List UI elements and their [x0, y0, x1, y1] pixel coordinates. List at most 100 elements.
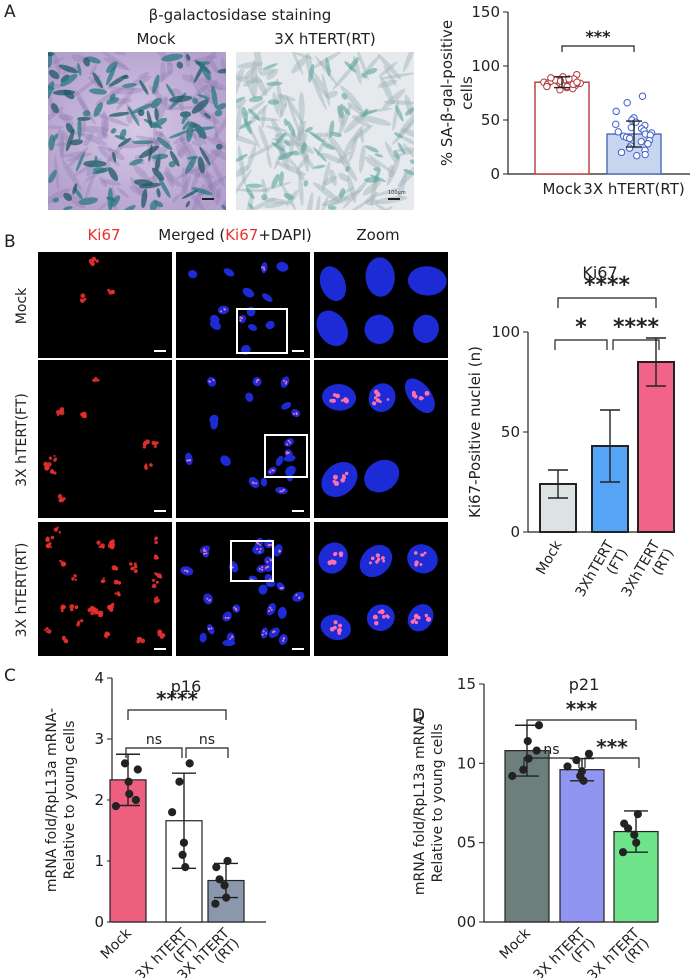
ki67-spot [282, 488, 285, 491]
ki67-spot [144, 466, 148, 470]
x-tick-label: 3X hTERT(RT) [583, 180, 684, 198]
data-point [181, 863, 190, 872]
nucleus [265, 320, 275, 330]
ki67-spot [95, 259, 99, 263]
ki67-spot [259, 547, 262, 550]
ki67-spot [43, 461, 49, 467]
ki67-spot [240, 317, 243, 320]
y-axis-label: Relative to young cells [430, 724, 446, 883]
ki67-spot [151, 583, 157, 589]
ki67-spot [154, 540, 158, 545]
ki67-spot [117, 592, 121, 597]
row-label-mock-wrap: Mock [8, 256, 36, 356]
ki67-spot [149, 463, 153, 467]
ki67-spot [382, 614, 386, 619]
y-tick-label: 1 [94, 852, 104, 870]
data-point [168, 808, 177, 817]
ki67-spot [414, 562, 418, 567]
data-point [612, 107, 620, 116]
ki67-spot [424, 390, 430, 396]
nucleus [260, 477, 268, 487]
nucleus [407, 544, 438, 574]
ki67-spot [136, 639, 141, 644]
ki67-spot [80, 298, 85, 303]
significance-label: **** [584, 273, 631, 298]
ki67-spot [69, 604, 75, 610]
micrograph-zoom-rt [314, 522, 448, 656]
nucleus [292, 591, 305, 602]
nucleus [276, 261, 289, 272]
nucleus [366, 604, 395, 632]
col-header-ki67: Ki67 [87, 226, 121, 244]
data-point [519, 765, 528, 774]
ki67-spot [153, 554, 157, 557]
bar [637, 361, 675, 533]
chart-title: p21 [569, 675, 600, 694]
data-point [185, 759, 194, 768]
ki67-spot [284, 382, 287, 385]
bar [534, 81, 590, 175]
ki67-spot [372, 401, 377, 406]
nucleus [245, 392, 254, 402]
data-point [630, 830, 639, 839]
ki67-spot [287, 451, 290, 454]
ki67-spot [53, 454, 56, 458]
nucleus [368, 383, 396, 412]
y-tick-label: 10 [457, 754, 476, 772]
ki67-spot [333, 551, 338, 556]
y-axis-label: mRNA fold/RpL13a mRNA- [44, 708, 60, 892]
data-point [523, 737, 532, 746]
ki67-spot [204, 549, 207, 552]
significance-label: *** [585, 27, 611, 46]
nucleus [199, 632, 207, 643]
row-label-rt-wrap: 3X hTERT(RT) [8, 520, 36, 660]
data-point [133, 765, 142, 774]
data-point [563, 82, 571, 91]
ki67-spot [271, 469, 274, 472]
ki67-spot [268, 543, 271, 546]
nucleus [210, 314, 220, 324]
data-point [617, 148, 626, 157]
ki67-spot [45, 630, 48, 633]
ki67-spot [283, 379, 286, 382]
ki67-spot [420, 553, 424, 557]
staining-title: β-galactosidase staining [148, 6, 332, 24]
ki67-spot [48, 456, 53, 460]
scale-label: 100μm [388, 190, 406, 196]
data-point [637, 137, 645, 146]
micrograph-merged-mock [176, 252, 310, 358]
data-point [556, 77, 565, 85]
y-tick-label: 0 [490, 165, 500, 183]
ki67-spot [142, 445, 147, 449]
ki67-spot [156, 580, 159, 584]
ki67-spot [96, 378, 100, 382]
nucleus [258, 584, 268, 595]
y-tick-label: 0 [510, 523, 520, 541]
ki67-spot [89, 605, 95, 612]
significance-label: **** [156, 687, 198, 711]
staining-image-hTERT-RT: 100μm [236, 52, 414, 210]
nucleus [365, 257, 395, 297]
ki67-spot [337, 627, 342, 633]
data-point [614, 128, 622, 136]
ki67-spot [53, 471, 57, 475]
ki67-spot [413, 551, 418, 555]
ki67-spot [424, 613, 429, 618]
ki67-spot [58, 530, 62, 534]
ki67-spot [266, 560, 269, 563]
panel-letter-a: A [4, 2, 16, 22]
ki67-spot [281, 490, 284, 493]
ki67-spot [53, 527, 58, 532]
y-tick-label: 50 [501, 423, 520, 441]
ki67-spot [103, 579, 106, 583]
ki67-spot [373, 389, 379, 395]
significance-label: * [575, 315, 587, 340]
data-point [547, 74, 555, 82]
nucleus [262, 293, 273, 302]
micrograph-ki67-rt [38, 522, 172, 656]
ki67-spot [56, 409, 62, 415]
ki67-spot [278, 549, 281, 552]
ki67-spot [329, 626, 335, 632]
significance-bracket [127, 709, 227, 720]
significance-bracket [185, 747, 229, 758]
